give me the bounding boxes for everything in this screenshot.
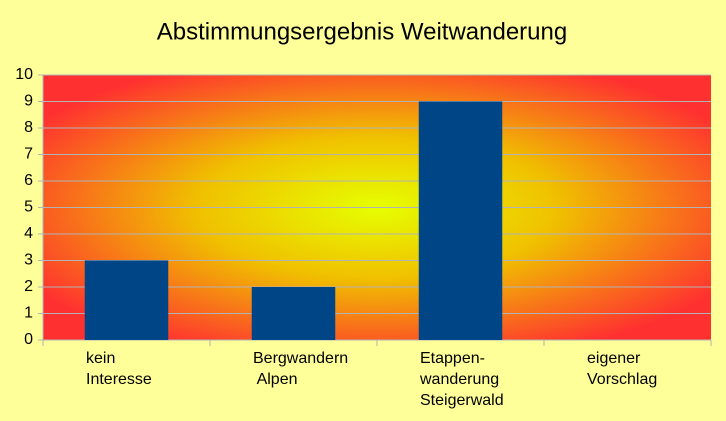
y-tick-label: 2 [24,278,33,295]
chart-title: Abstimmungsergebnis Weitwanderung [157,18,567,45]
y-tick-label: 9 [24,93,33,110]
bar [418,101,503,340]
x-tick-label: Vorschlag [587,371,657,388]
x-tick-label: eigener [587,350,641,367]
y-tick-label: 8 [24,119,33,136]
y-tick-label: 3 [24,252,33,269]
y-tick-label: 1 [24,305,33,322]
y-tick-label: 0 [24,331,33,348]
y-tick-label: 10 [15,66,33,83]
x-tick-label: Alpen [253,371,297,388]
x-tick-label: wanderung [419,371,499,388]
x-tick-label: Steigerwald [420,392,504,409]
x-tick-label: kein [86,350,115,367]
y-tick-label: 7 [24,146,33,163]
y-tick-label: 6 [24,172,33,189]
x-tick-label: Bergwandern [253,350,348,367]
y-tick-label: 5 [24,199,33,216]
y-tick-label: 4 [24,225,33,242]
bar [251,287,336,340]
x-tick-label: Etappen- [420,350,485,367]
bar [84,260,169,340]
x-tick-label: Interesse [86,371,152,388]
